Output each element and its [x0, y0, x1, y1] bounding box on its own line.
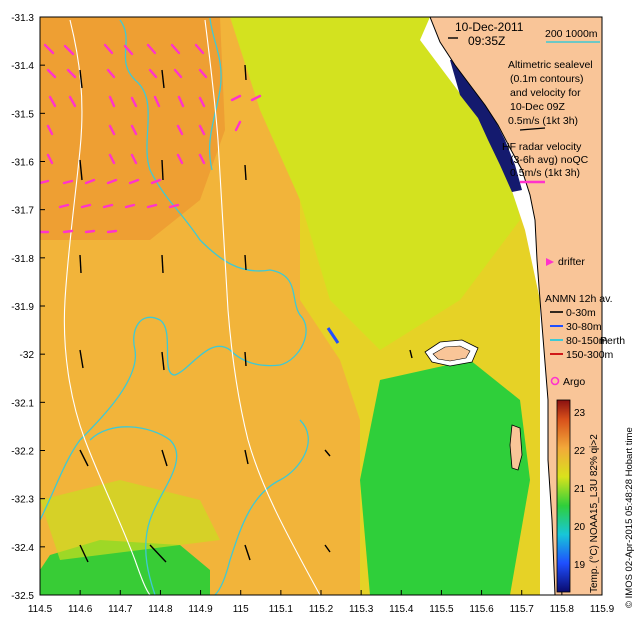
- lon-label: 115: [233, 604, 249, 615]
- lon-label: 115.2: [309, 604, 334, 615]
- anmn-title: ANMN 12h av.: [545, 293, 613, 305]
- nearshore-cells: [450, 60, 522, 192]
- lon-label: 115.4: [389, 604, 414, 615]
- colorbar-tick-label: 21: [574, 484, 586, 495]
- lat-label: -31.4: [11, 61, 34, 72]
- drifter-label: drifter: [558, 256, 585, 268]
- lat-label: -31.5: [11, 109, 34, 120]
- lon-label: 115.5: [429, 604, 454, 615]
- anmn-legend: ANMN 12h av. 0-30m 30-80m 80-150m 150-30…: [545, 293, 614, 361]
- hf-line-3: 0.5m/s (1kt 3h): [510, 167, 580, 179]
- lat-label: -32.3: [11, 495, 34, 506]
- anmn-item-2-label: 80-150m: [566, 335, 608, 347]
- latitude-labels: -31.3 -31.4 -31.5 -31.6 -31.7 -31.8 -31.9 -32 -3…: [11, 13, 34, 602]
- longitude-labels: 114.5 114.6 114.7 114.8 114.9 115 115.1 115.2 11…: [28, 604, 615, 615]
- sealevel-line-5: 0.5m/s (1kt 3h): [508, 115, 578, 127]
- anmn-item-3-label: 150-300m: [566, 349, 614, 361]
- sealevel-legend-arrow: [519, 127, 546, 131]
- lon-label: 115.3: [349, 604, 374, 615]
- sealevel-contour-1: [63, 19, 151, 595]
- colorbar-tick-label: 20: [574, 522, 586, 533]
- lat-label: -31.9: [11, 302, 34, 313]
- lon-label: 114.7: [108, 604, 133, 615]
- lat-label: -32.1: [11, 398, 34, 409]
- colorbar-ticks: 23 22 21 20 19: [574, 408, 586, 571]
- hf-radar-vectors: [40, 43, 262, 234]
- sst-cool-patch: [360, 360, 530, 595]
- lat-label: -31.3: [11, 13, 34, 24]
- sealevel-line-4: 10-Dec 09Z: [510, 101, 565, 113]
- lon-label: 114.8: [148, 604, 173, 615]
- colorbar-tick-label: 22: [574, 446, 586, 457]
- credit: © IMOS 02-Apr-2015 05:48:28 Hobart time: [624, 427, 635, 608]
- anmn-vector: [326, 327, 340, 344]
- sealevel-line-2: (0.1m contours): [510, 73, 584, 85]
- lat-label: -31.7: [11, 206, 34, 217]
- lat-label: -32.2: [11, 447, 34, 458]
- sealevel-line-3: and velocity for: [510, 87, 581, 99]
- map-area: [40, 17, 602, 595]
- lon-label: 115.1: [269, 604, 294, 615]
- colorbar: [556, 399, 571, 593]
- lon-label: 115.9: [590, 604, 615, 615]
- lat-label: -31.6: [11, 158, 34, 169]
- lon-label: 115.6: [469, 604, 494, 615]
- contour-200m: [40, 19, 307, 521]
- hf-legend: HF radar velocity (3-6h avg) noQC 0.5m/s…: [502, 141, 589, 179]
- argo-marker: [550, 376, 560, 386]
- perth-label: Perth: [600, 335, 625, 347]
- axis-ticks: [39, 16, 603, 596]
- garden-island: [509, 424, 523, 471]
- contour-1000m: [209, 17, 222, 171]
- lon-label: 115.7: [510, 604, 535, 615]
- lon-label: 114.9: [188, 604, 213, 615]
- lat-label: -32.5: [11, 591, 34, 602]
- title-time: 09:35Z: [468, 34, 505, 48]
- sealevel-contour-2: [204, 19, 321, 595]
- sealevel-line-1: Altimetric sealevel: [508, 59, 593, 71]
- sst-mid-region: [230, 17, 520, 350]
- lon-label: 114.6: [68, 604, 93, 615]
- lat-label: -31.8: [11, 254, 34, 265]
- lat-label: -32: [20, 350, 35, 361]
- sst-mid-patch-sw: [40, 480, 220, 560]
- lat-label: -32.4: [11, 543, 34, 554]
- hf-line-1: HF radar velocity: [502, 141, 582, 153]
- argo-label: Argo: [563, 376, 585, 388]
- rottnest-land: [432, 345, 471, 362]
- contour-200m-south: [214, 419, 309, 595]
- sealevel-legend: Altimetric sealevel (0.1m contours) and …: [508, 59, 593, 127]
- anmn-item-1-label: 30-80m: [566, 321, 602, 333]
- scale-bar-label: 200 1000m: [545, 28, 598, 40]
- colorbar-label: Temp. (°C) NOAA15_L3U 82% qi>2: [589, 434, 600, 593]
- title-date: 10-Dec-2011: [455, 20, 524, 34]
- anmn-item-0-label: 0-30m: [566, 307, 596, 319]
- drifter-marker: [546, 258, 554, 266]
- altimetric-vectors: [79, 64, 413, 563]
- colorbar-tick-label: 19: [574, 560, 586, 571]
- contour-200m-sw: [89, 426, 178, 595]
- colorbar-tick-label: 23: [574, 408, 586, 419]
- hf-line-2: (3-6h avg) noQC: [510, 154, 589, 166]
- lon-label: 114.5: [28, 604, 53, 615]
- lon-label: 115.8: [550, 604, 575, 615]
